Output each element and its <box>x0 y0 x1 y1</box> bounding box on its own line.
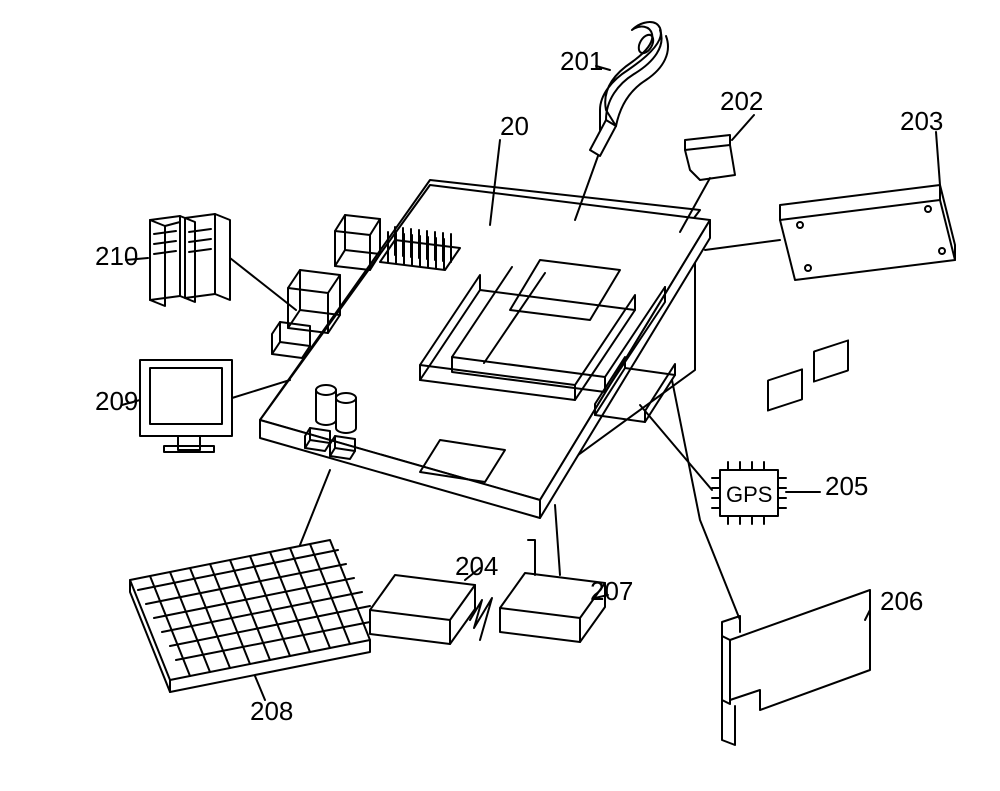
gps-label: GPS <box>726 482 772 507</box>
label-gps: 205 <box>825 471 868 501</box>
label-dongle: 204 <box>455 551 498 581</box>
label-board: 20 <box>500 111 529 141</box>
label-server: 210 <box>95 241 138 271</box>
zigzag-icon <box>470 598 492 640</box>
keyboard <box>130 470 370 700</box>
label-usb: 201 <box>560 46 603 76</box>
label-hdd: 203 <box>900 106 943 136</box>
label-monitor: 209 <box>95 386 138 416</box>
mainboard <box>260 140 710 518</box>
wifi-box <box>500 505 608 642</box>
label-sd: 202 <box>720 86 763 116</box>
server <box>126 214 296 310</box>
label-keyboard: 208 <box>250 696 293 726</box>
label-wifi: 207 <box>590 576 633 606</box>
hdd <box>705 132 955 280</box>
label-card: 206 <box>880 586 923 616</box>
